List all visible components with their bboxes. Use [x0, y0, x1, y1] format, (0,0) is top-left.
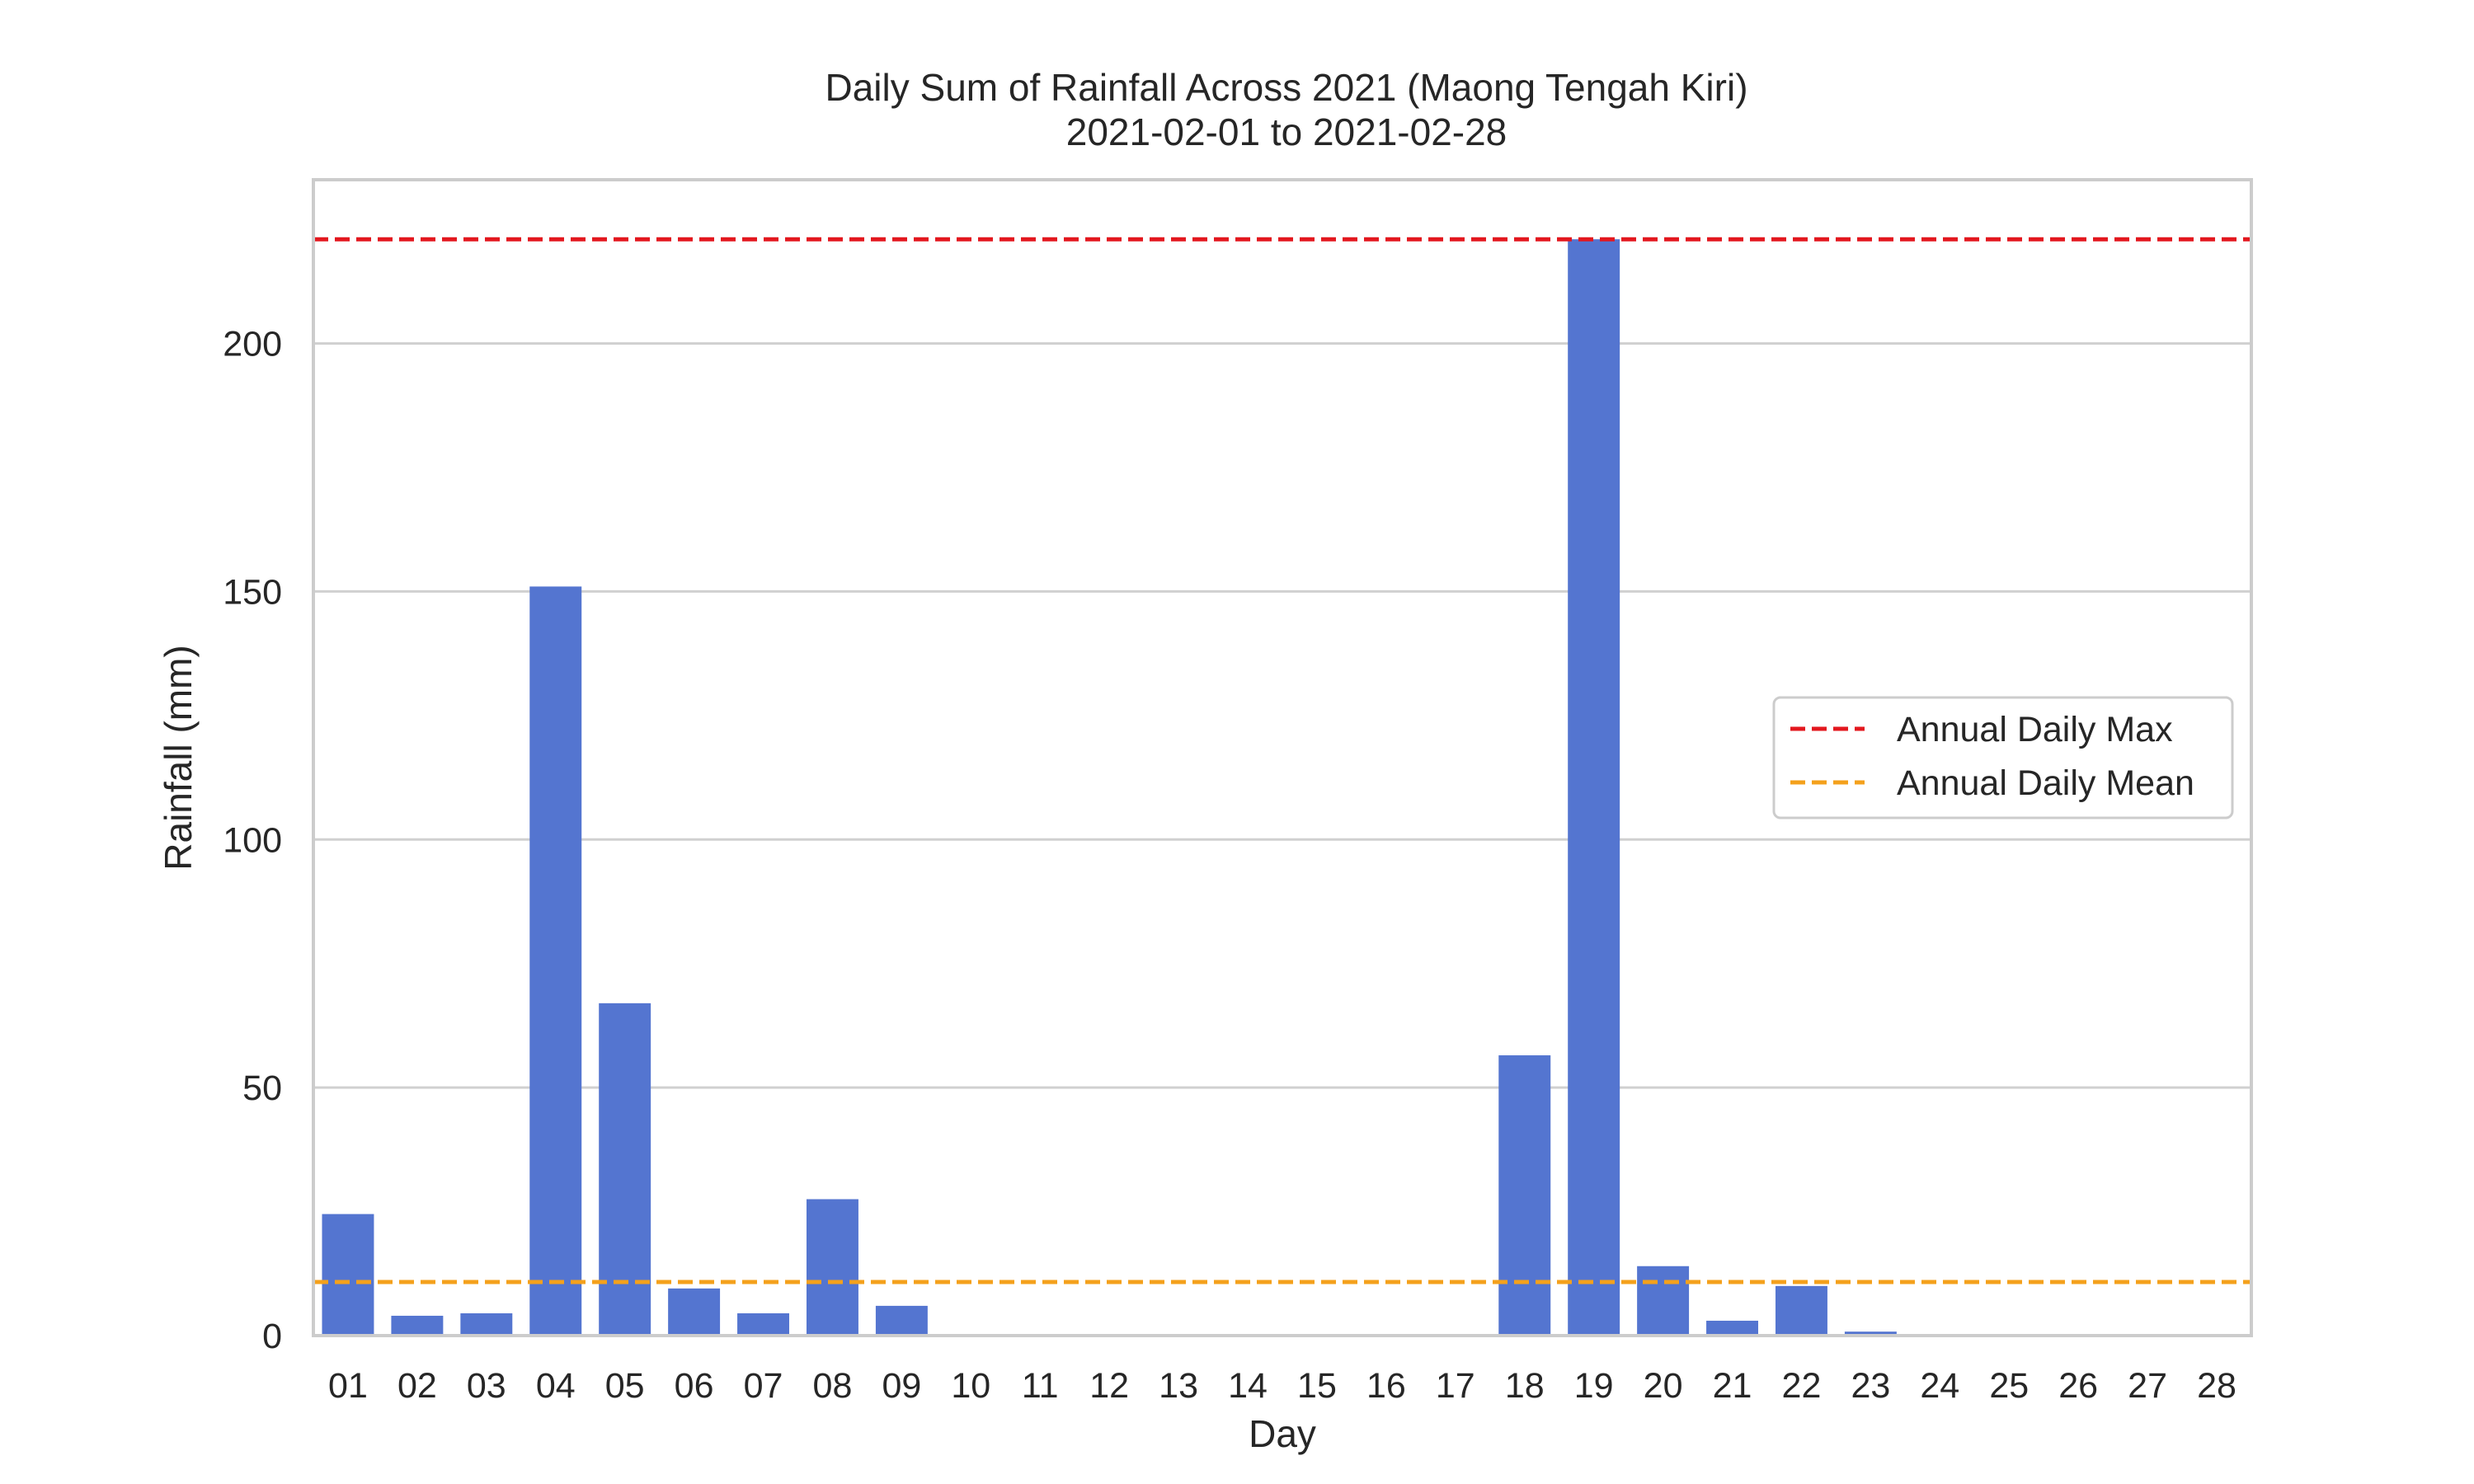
bar-day-06: [668, 1288, 721, 1336]
y-axis-label: Rainfall (mm): [157, 645, 200, 870]
bar-day-05: [599, 1003, 651, 1336]
bar-day-09: [875, 1305, 928, 1336]
x-tick-label: 15: [1297, 1366, 1337, 1406]
x-tick-label: 26: [2058, 1366, 2098, 1406]
bar-day-03: [460, 1313, 513, 1336]
bar-day-04: [529, 586, 582, 1336]
bar-day-18: [1498, 1055, 1551, 1336]
x-tick-label: 14: [1228, 1366, 1268, 1406]
x-tick-label: 06: [675, 1366, 714, 1406]
bar-day-23: [1844, 1331, 1897, 1336]
bar-day-19: [1568, 239, 1620, 1336]
y-tick-label: 200: [223, 325, 282, 364]
x-tick-label: 21: [1713, 1366, 1752, 1406]
x-tick-label: 10: [951, 1366, 990, 1406]
x-tick-labels: 01 02 03 04 05 06 07 08 09 10 11 12 13 14 15 16 17 18 19 20…: [328, 1366, 2236, 1406]
bar-day-01: [322, 1214, 374, 1336]
x-tick-label: 07: [744, 1366, 783, 1406]
bar-day-20: [1637, 1266, 1690, 1336]
x-tick-label: 23: [1851, 1366, 1890, 1406]
x-tick-label: 17: [1436, 1366, 1475, 1406]
x-tick-label: 24: [1920, 1366, 1959, 1406]
x-tick-label: 16: [1366, 1366, 1406, 1406]
x-tick-label: 12: [1089, 1366, 1129, 1406]
bar-day-08: [806, 1199, 858, 1336]
x-tick-label: 04: [536, 1366, 576, 1406]
x-tick-label: 22: [1782, 1366, 1822, 1406]
bar-day-02: [391, 1315, 444, 1336]
y-tick-label: 50: [242, 1068, 282, 1108]
x-tick-label: 03: [467, 1366, 506, 1406]
y-tick-label: 0: [262, 1317, 282, 1356]
legend-label-mean: Annual Daily Mean: [1897, 763, 2194, 803]
reference-lines: [313, 237, 2251, 1284]
bar-day-22: [1775, 1285, 1827, 1336]
chart-subtitle: 2021-02-01 to 2021-02-28: [1066, 110, 1507, 153]
x-tick-label: 05: [605, 1366, 645, 1406]
x-tick-label: 20: [1644, 1366, 1683, 1406]
x-tick-label: 13: [1159, 1366, 1198, 1406]
x-tick-label: 18: [1505, 1366, 1545, 1406]
bar-day-21: [1706, 1320, 1759, 1336]
x-axis-label: Day: [1249, 1412, 1316, 1455]
plot-frame: [312, 178, 2253, 1337]
legend: Annual Daily Max Annual Daily Mean: [1772, 696, 2234, 819]
x-tick-label: 11: [1022, 1366, 1059, 1406]
x-tick-label: 09: [882, 1366, 921, 1406]
x-tick-label: 02: [397, 1366, 437, 1406]
y-tick-label: 150: [223, 572, 282, 612]
x-tick-label: 01: [328, 1366, 368, 1406]
y-tick-label: 100: [223, 820, 282, 860]
x-tick-label: 28: [2197, 1366, 2236, 1406]
x-tick-label: 08: [813, 1366, 853, 1406]
legend-label-max: Annual Daily Max: [1897, 710, 2173, 749]
legend-box: [1772, 696, 2234, 819]
x-tick-label: 27: [2128, 1366, 2167, 1406]
x-tick-label: 25: [1989, 1366, 2029, 1406]
bar-day-07: [737, 1313, 790, 1336]
chart-title: Daily Sum of Rainfall Across 2021 (Maong…: [825, 66, 1747, 109]
x-tick-label: 19: [1574, 1366, 1614, 1406]
y-tick-labels: 0 50 100 150 200: [223, 325, 282, 1356]
